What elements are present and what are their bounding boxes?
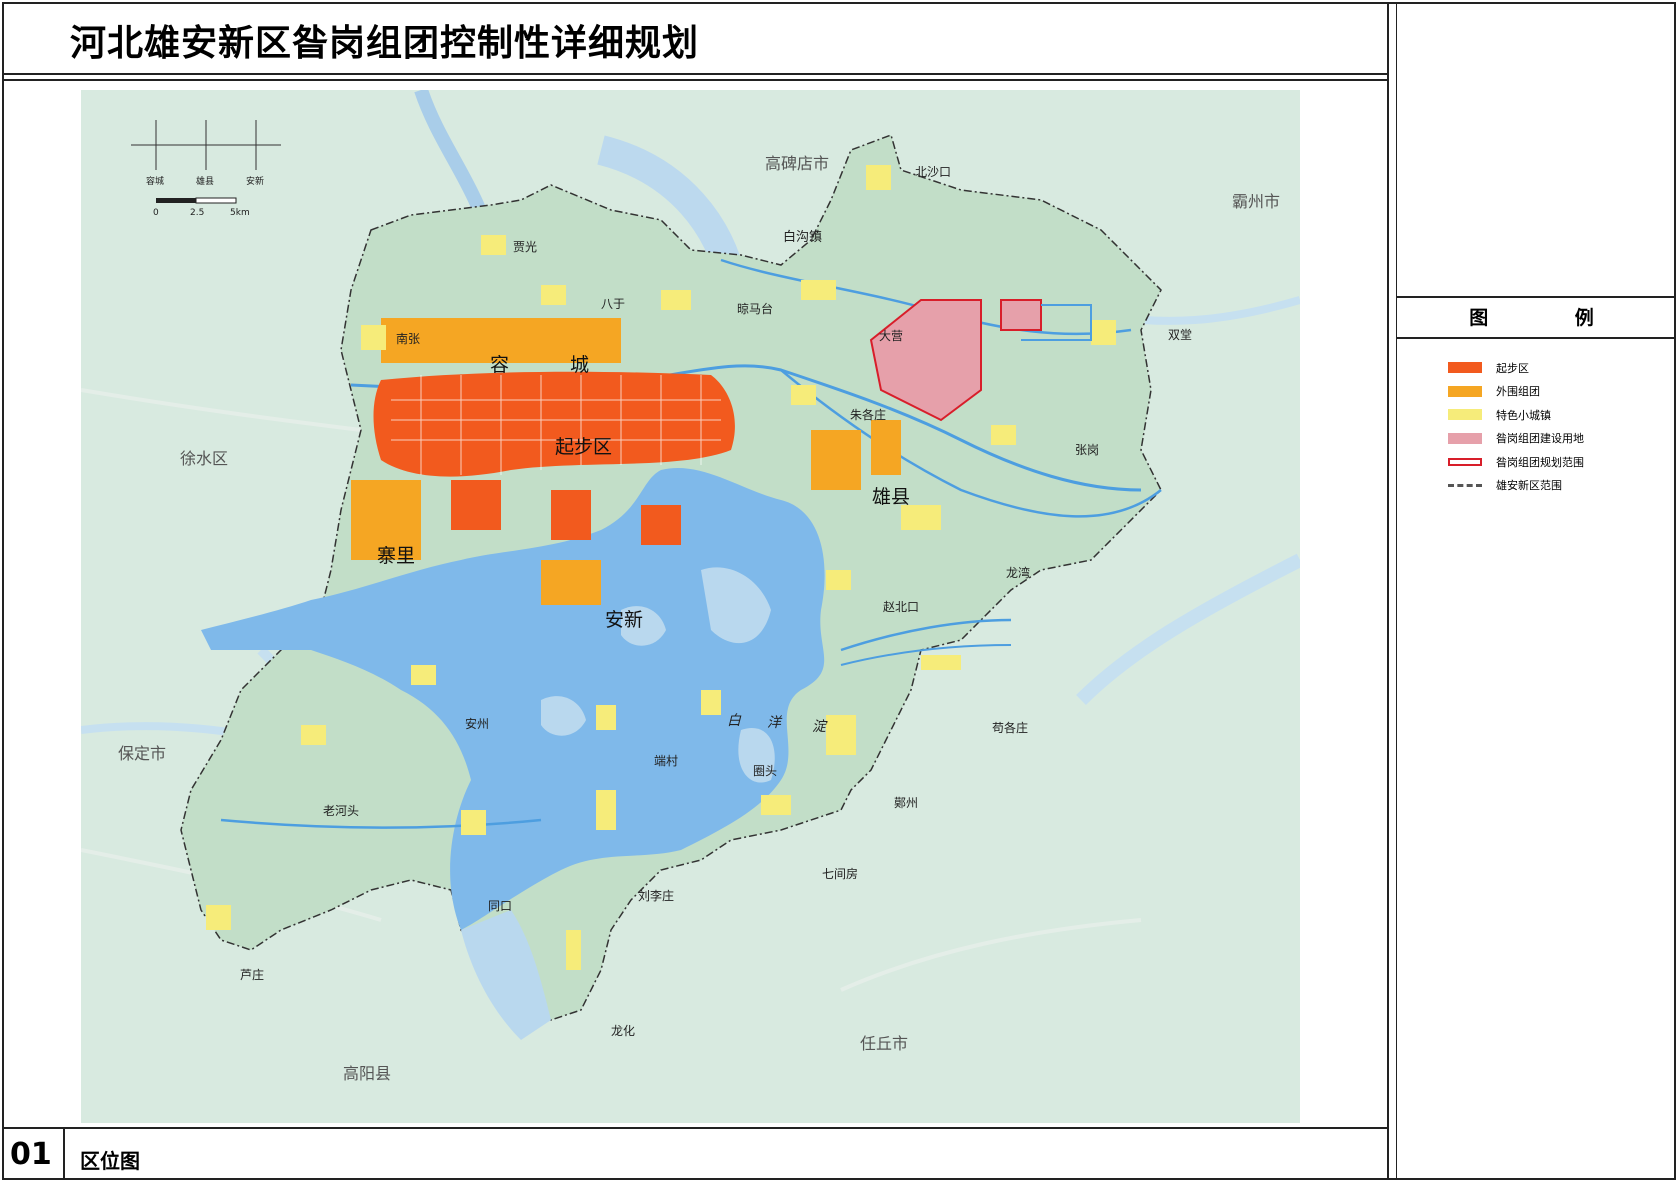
town-label: 安州 (465, 717, 490, 731)
legend-item-xiongan-boundary: 雄安新区范围 (1448, 474, 1584, 498)
legend-top-line (1397, 296, 1676, 298)
legend-swatch (1448, 483, 1482, 487)
sheet-number-divider (63, 1129, 65, 1180)
town-label: 晾马台 (737, 302, 774, 316)
legend-header-line (1397, 337, 1676, 339)
scale-tick: 5km (230, 208, 250, 218)
town-label: 芦庄 (240, 968, 265, 982)
town-label: 苟各庄 (992, 721, 1029, 735)
label-gaobeidian: 高碑店市 (765, 154, 830, 173)
legend-swatch (1448, 457, 1482, 466)
page-title: 河北雄安新区昝岗组团控制性详细规划 (70, 23, 700, 64)
town-label: 八于 (601, 297, 626, 311)
legend-label: 昝岗组团规划范围 (1496, 455, 1584, 469)
legend-label: 昝岗组团建设用地 (1496, 432, 1584, 446)
town-label: 贾光 (513, 240, 538, 254)
legend-swatch (1448, 409, 1482, 421)
town-label: 老河头 (323, 804, 360, 818)
town-label: 朱各庄 (850, 408, 887, 422)
town-label: 圈头 (753, 764, 778, 778)
rongcheng-group (381, 318, 621, 363)
zangang-east-block (1000, 299, 1042, 331)
scale-bar (156, 197, 237, 204)
label-xushui: 徐水区 (180, 449, 229, 468)
legend-swatch (1448, 432, 1482, 444)
town-label: 七间房 (822, 867, 859, 881)
anxin-group (541, 560, 601, 605)
legend-swatch (1448, 385, 1482, 397)
start-zone (373, 371, 735, 477)
map-svg (80, 87, 1304, 1123)
legend-item-town: 特色小城镇 (1448, 403, 1584, 427)
divider-vertical-inner (1396, 2, 1397, 1180)
divider-bottom (2, 1127, 1389, 1129)
town-label: 双堂 (1168, 328, 1193, 342)
town-label: 南张 (396, 332, 421, 346)
compass-roses (131, 120, 281, 170)
label-start-zone: 起步区 (555, 436, 613, 458)
lake-label: 白 (727, 713, 741, 729)
scale-tick: 0 (153, 208, 159, 218)
label-baigou: 白沟镇 (783, 230, 823, 245)
legend-item-zangang-boundary: 昝岗组团规划范围 (1448, 450, 1584, 474)
label-cheng: 城 (570, 354, 590, 376)
legend-heading: 图 例 (1469, 307, 1634, 329)
legend-swatch (1448, 362, 1482, 374)
compass-label: 容城 (146, 177, 165, 187)
divider-vertical (1387, 2, 1389, 1180)
divider-under-title (2, 79, 1389, 81)
label-xiongxian: 雄县 (872, 486, 911, 508)
legend-item-zangang-land: 昝岗组团建设用地 (1448, 427, 1584, 451)
legend-label: 雄安新区范围 (1496, 479, 1562, 493)
zhaili-group (351, 480, 421, 560)
town-label: 龙化 (611, 1024, 636, 1038)
legend-label: 起步区 (1496, 361, 1529, 375)
label-renqiu: 任丘市 (860, 1034, 909, 1053)
lake-label: 洋 (767, 715, 781, 731)
town-label: 张岗 (1075, 443, 1100, 457)
scale-tick: 2.5 (190, 208, 205, 218)
legend-label: 特色小城镇 (1496, 408, 1551, 422)
xiongxian-group (811, 430, 861, 490)
title-bar: 河北雄安新区昝岗组团控制性详细规划 (2, 2, 1389, 75)
legend-item-outer-group: 外围组团 (1448, 380, 1584, 404)
compass-label: 安新 (246, 177, 265, 187)
legend-item-start-zone: 起步区 (1448, 356, 1584, 380)
legend-label: 外围组团 (1496, 385, 1540, 399)
label-anxin: 安新 (605, 609, 644, 631)
town-label: 龙湾 (1006, 566, 1031, 580)
label-gaoyang: 高阳县 (343, 1064, 392, 1083)
town-label: 赵北口 (883, 600, 920, 614)
label-rong: 容 (490, 354, 510, 376)
label-bazhou: 霸州市 (1232, 192, 1281, 211)
label-baoding: 保定市 (118, 744, 167, 763)
location-map (80, 87, 1304, 1123)
town-label: 同口 (488, 899, 513, 913)
town-label: 鄚州 (894, 796, 919, 810)
lake-label: 淀 (812, 719, 826, 735)
legend-list: 起步区 外围组团 特色小城镇 昝岗组团建设用地 昝岗组团规划范围 雄安新区范围 (1448, 356, 1584, 497)
compass-label: 雄县 (196, 177, 215, 187)
town-label: 大营 (879, 329, 904, 343)
sheet-number: 01 (10, 1137, 52, 1172)
label-zhaili: 寨里 (377, 545, 416, 567)
town-label: 端村 (654, 754, 679, 768)
town-label: 北沙口 (915, 165, 952, 179)
town-label: 刘李庄 (638, 889, 675, 903)
zangang-construction-land (869, 299, 982, 422)
sheet-name: 区位图 (80, 1149, 140, 1173)
